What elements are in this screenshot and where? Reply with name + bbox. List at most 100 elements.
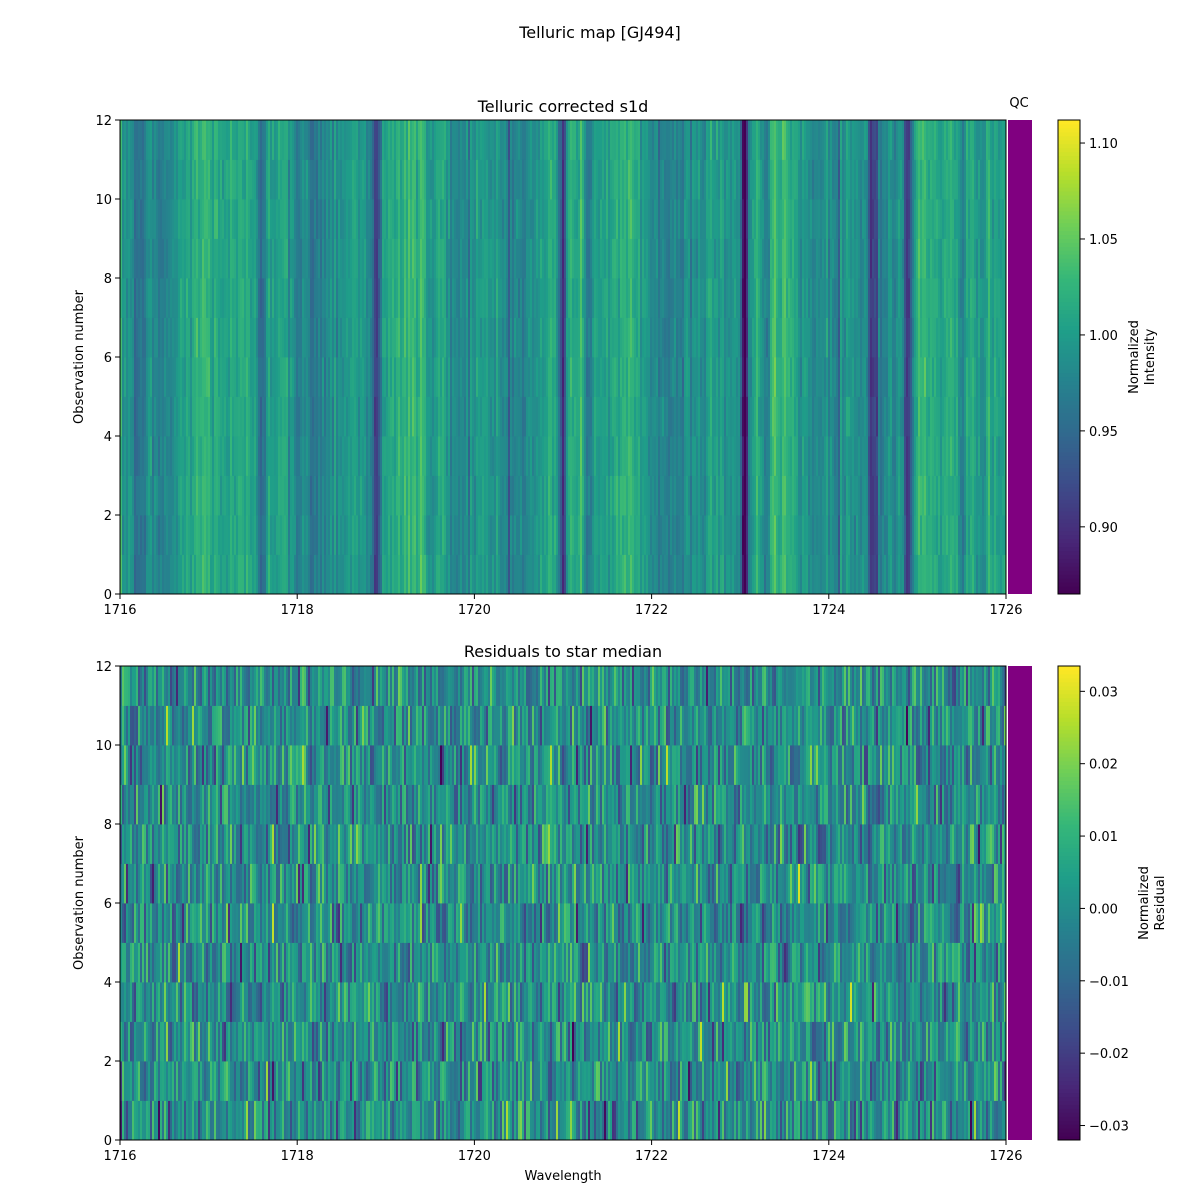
heatmap-cell <box>794 396 797 437</box>
heatmap-cell <box>948 554 951 595</box>
heatmap-cell <box>494 278 497 318</box>
heatmap-cell <box>608 436 611 476</box>
heatmap-cell <box>756 357 759 397</box>
heatmap-cell <box>228 554 231 595</box>
heatmap-cell <box>904 199 907 239</box>
heatmap-cell <box>470 278 473 318</box>
heatmap-cell <box>248 238 251 279</box>
heatmap-cell <box>902 317 905 358</box>
heatmap-cell <box>452 554 455 595</box>
heatmap-cell <box>334 436 337 476</box>
heatmap-cell <box>796 515 799 555</box>
heatmap-cell <box>746 515 749 555</box>
heatmap-cell <box>548 159 551 200</box>
heatmap-cell <box>740 159 743 200</box>
heatmap-cell <box>738 357 741 397</box>
heatmap-cell <box>194 396 197 437</box>
heatmap-cell <box>744 554 747 595</box>
heatmap-cell <box>208 317 211 358</box>
heatmap-cell <box>658 278 661 318</box>
heatmap-cell <box>308 515 311 555</box>
heatmap-cell <box>454 159 457 200</box>
heatmap-cell <box>624 515 627 555</box>
heatmap-cell <box>750 475 753 516</box>
heatmap-cell <box>806 475 809 516</box>
heatmap-cell <box>826 357 829 397</box>
heatmap-cell <box>384 396 387 437</box>
heatmap-cell <box>180 357 183 397</box>
heatmap-cell <box>534 317 537 358</box>
heatmap-cell <box>528 357 531 397</box>
heatmap-cell <box>774 357 777 397</box>
heatmap-cell <box>952 199 955 239</box>
heatmap-cell <box>326 357 329 397</box>
heatmap-cell <box>410 515 413 555</box>
heatmap-cell <box>754 357 757 397</box>
heatmap-cell <box>894 554 897 595</box>
heatmap-cell <box>910 396 913 437</box>
heatmap-cell <box>216 436 219 476</box>
heatmap-cell <box>476 317 479 358</box>
heatmap-cell <box>706 436 709 476</box>
heatmap-cell <box>878 475 881 516</box>
heatmap-cell <box>304 159 307 200</box>
heatmap-cell <box>706 515 709 555</box>
heatmap-cell <box>436 554 439 595</box>
heatmap-cell <box>472 278 475 318</box>
heatmap-cell <box>458 475 461 516</box>
heatmap-cell <box>586 436 589 476</box>
heatmap-cell <box>448 159 451 200</box>
heatmap-cell <box>986 515 989 555</box>
heatmap-cell <box>438 396 441 437</box>
heatmap-cell <box>686 436 689 476</box>
heatmap-cell <box>812 436 815 476</box>
heatmap-cell <box>204 396 207 437</box>
heatmap-cell <box>950 199 953 239</box>
heatmap-cell <box>912 436 915 476</box>
heatmap-cell <box>618 515 621 555</box>
heatmap-cell <box>400 475 403 516</box>
heatmap-cell <box>970 396 973 437</box>
heatmap-cell <box>284 199 287 239</box>
heatmap-cell <box>736 475 739 516</box>
heatmap-cell <box>290 199 293 239</box>
heatmap-cell <box>320 357 323 397</box>
heatmap-cell <box>314 357 317 397</box>
heatmap-cell <box>896 396 899 437</box>
heatmap-cell <box>944 357 947 397</box>
heatmap-cell <box>554 396 557 437</box>
heatmap-cell <box>310 317 313 358</box>
heatmap-cell <box>514 357 517 397</box>
heatmap-cell <box>824 554 827 595</box>
heatmap-cell <box>782 278 785 318</box>
heatmap-cell <box>760 436 763 476</box>
heatmap-cell <box>430 475 433 516</box>
heatmap-cell <box>532 238 535 279</box>
heatmap-cell <box>616 278 619 318</box>
heatmap-cell <box>872 238 875 279</box>
heatmap-cell <box>334 317 337 358</box>
heatmap-cell <box>202 159 205 200</box>
heatmap-cell <box>976 515 979 555</box>
heatmap-cell <box>788 159 791 200</box>
heatmap-cell <box>250 278 253 318</box>
heatmap-cell <box>698 278 701 318</box>
heatmap-cell <box>992 436 995 476</box>
heatmap-cell <box>734 317 737 358</box>
heatmap-cell <box>162 317 165 358</box>
heatmap-cell <box>370 238 373 279</box>
heatmap-cell <box>756 515 759 555</box>
heatmap-cell <box>594 159 597 200</box>
heatmap-cell <box>980 436 983 476</box>
heatmap-cell <box>442 436 445 476</box>
heatmap-cell <box>170 159 173 200</box>
heatmap-cell <box>696 199 699 239</box>
heatmap-cell <box>808 317 811 358</box>
heatmap-cell <box>950 436 953 476</box>
heatmap-cell <box>382 475 385 516</box>
heatmap-cell <box>844 278 847 318</box>
heatmap-cell <box>974 396 977 437</box>
heatmap-cell <box>790 515 793 555</box>
heatmap-cell <box>402 357 405 397</box>
heatmap-cell <box>264 357 267 397</box>
